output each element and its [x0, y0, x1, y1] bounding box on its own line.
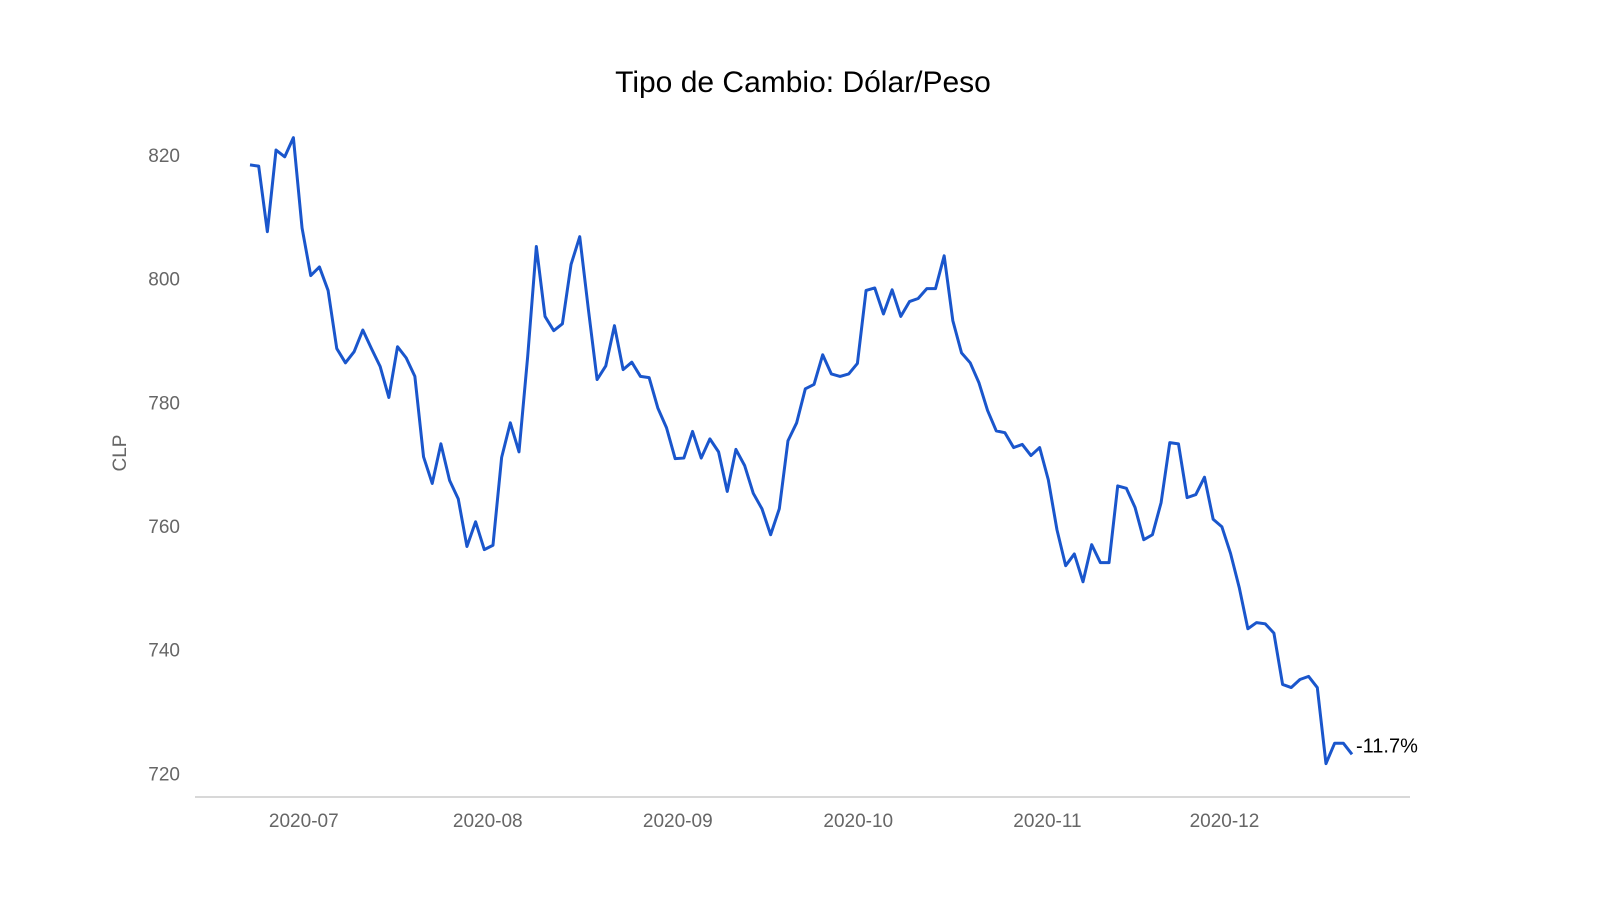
x-tick-label: 2020-11	[1013, 811, 1081, 832]
end-annotation: -11.7%	[1356, 736, 1418, 758]
x-tick-label: 2020-07	[269, 811, 339, 832]
x-tick-label: 2020-09	[643, 811, 713, 832]
x-tick-label: 2020-08	[453, 811, 523, 832]
y-tick-label: 760	[148, 517, 180, 538]
y-tick-label: 820	[148, 146, 180, 167]
line-series	[249, 136, 1354, 766]
y-tick-label: 740	[148, 641, 180, 662]
y-tick-label: 780	[148, 393, 180, 414]
y-tick-label: 720	[148, 764, 180, 785]
y-tick-label: 800	[148, 270, 180, 291]
chart-title: Tipo de Cambio: Dólar/Peso	[615, 66, 991, 99]
x-tick-label: 2020-12	[1190, 811, 1260, 832]
y-axis-label: CLP	[110, 435, 131, 472]
x-tick-label: 2020-10	[823, 811, 893, 832]
